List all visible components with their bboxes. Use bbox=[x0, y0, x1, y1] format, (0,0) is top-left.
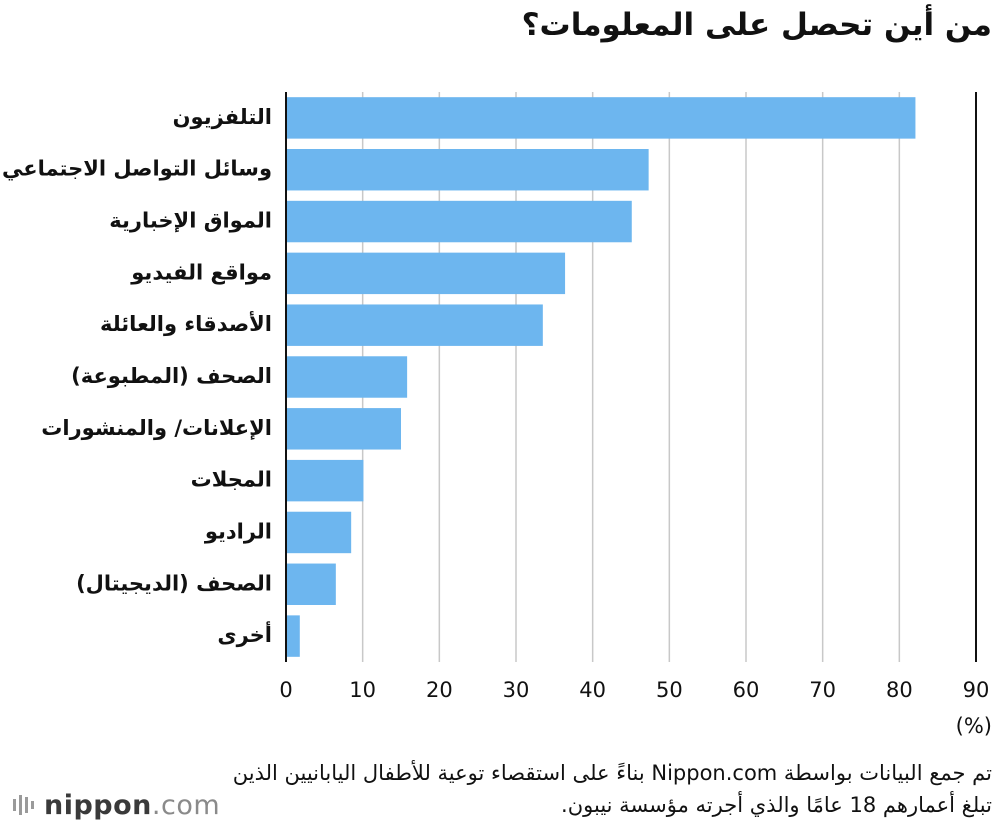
x-unit-label: (%) bbox=[955, 714, 992, 738]
bar bbox=[286, 356, 408, 398]
x-tick-label: 70 bbox=[809, 678, 836, 702]
logo-wordmark: nippon.com bbox=[44, 790, 220, 821]
chart-title: من أين تحصل على المعلومات؟ bbox=[521, 7, 992, 43]
x-tick-label: 60 bbox=[733, 678, 760, 702]
x-tick-label: 40 bbox=[579, 678, 606, 702]
x-tick-label: 0 bbox=[279, 678, 292, 702]
bar bbox=[286, 459, 364, 502]
x-tick-label: 20 bbox=[426, 678, 453, 702]
source-note: تم جمع البيانات بواسطة Nippon.com بناءً … bbox=[232, 761, 992, 817]
bars bbox=[286, 97, 916, 657]
x-tick-label: 30 bbox=[503, 678, 530, 702]
category-label: الإعلانات/ والمنشورات bbox=[41, 416, 272, 440]
bar bbox=[286, 511, 352, 554]
nippon-logo-icon bbox=[13, 795, 34, 815]
bar bbox=[286, 200, 632, 243]
category-label: مواقع الفيديو bbox=[130, 260, 272, 284]
category-label: الصحف (الديجيتال) bbox=[76, 571, 272, 595]
nippon-logo: nippon.com bbox=[10, 787, 220, 823]
x-tick-label: 50 bbox=[656, 678, 683, 702]
bar-chart: التلفزيون وسائل التواصل الاجتماعي المواق ا… bbox=[2, 92, 989, 702]
category-label: المواق الإخبارية bbox=[109, 209, 272, 233]
x-tick-label: 80 bbox=[886, 678, 913, 702]
category-label: المجلات bbox=[191, 468, 272, 492]
bar bbox=[286, 97, 916, 139]
x-tick-label: 90 bbox=[963, 678, 990, 702]
category-label: التلفزيون bbox=[173, 105, 272, 129]
bar bbox=[286, 252, 566, 295]
logo-name: nippon bbox=[44, 789, 152, 821]
bar bbox=[286, 304, 543, 346]
category-label: الراديو bbox=[204, 519, 272, 543]
category-label: وسائل التواصل الاجتماعي bbox=[2, 157, 272, 181]
x-tick-labels: 0 10 20 30 40 50 60 70 80 90 bbox=[279, 678, 989, 702]
bar bbox=[286, 408, 401, 450]
bar bbox=[286, 563, 336, 605]
category-label: الأصدقاء والعائلة bbox=[100, 310, 272, 336]
category-label: أخرى bbox=[217, 620, 272, 647]
x-tick-label: 10 bbox=[349, 678, 376, 702]
category-labels: التلفزيون وسائل التواصل الاجتماعي المواق ا… bbox=[2, 105, 272, 647]
category-label: الصحف (المطبوعة) bbox=[71, 364, 272, 388]
bar bbox=[286, 149, 649, 191]
bar bbox=[286, 615, 300, 657]
logo-suffix: .com bbox=[151, 789, 221, 821]
